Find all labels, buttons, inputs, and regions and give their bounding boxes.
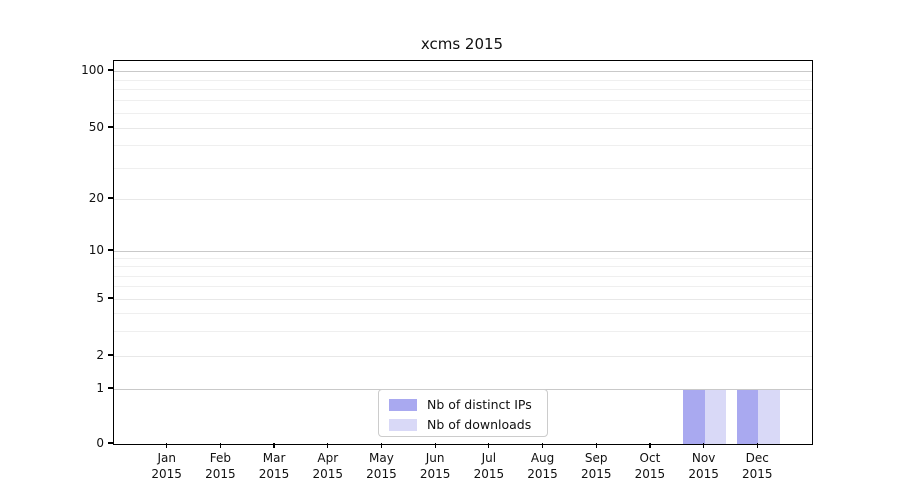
x-tick-year: 2015 xyxy=(419,467,451,481)
x-tick-label: Jan 2015 xyxy=(135,450,199,482)
y-tick xyxy=(108,126,113,128)
x-tick-label: Sep 2015 xyxy=(564,450,628,482)
y-tick xyxy=(108,249,113,251)
x-tick-year: 2015 xyxy=(742,467,773,481)
plot-area xyxy=(113,60,813,445)
x-tick-year: 2015 xyxy=(634,467,666,481)
x-tick-year: 2015 xyxy=(473,467,505,481)
x-tick-label: Nov 2015 xyxy=(672,450,736,482)
y-minor-gridline xyxy=(114,258,812,260)
x-tick-month: Feb xyxy=(209,451,231,465)
y-minor-gridline xyxy=(114,167,812,169)
x-tick-year: 2015 xyxy=(312,467,344,481)
chart-title: xcms 2015 xyxy=(420,35,504,53)
y-gridline xyxy=(114,128,812,129)
y-tick xyxy=(108,197,113,199)
legend-swatch-distinct-ips-icon xyxy=(389,398,417,411)
x-tick-label: Feb 2015 xyxy=(188,450,252,482)
y-tick-label: 100 xyxy=(81,63,104,77)
x-tick-label: Apr 2015 xyxy=(296,450,360,482)
y-tick-label: 1 xyxy=(96,381,104,395)
y-tick xyxy=(108,354,113,356)
y-tick-label: 2 xyxy=(96,348,104,362)
x-tick-month: Jun xyxy=(425,451,445,465)
x-tick-month: Sep xyxy=(584,451,608,465)
bar-dec-distinct-ips xyxy=(736,389,759,444)
x-tick xyxy=(380,443,383,448)
y-gridline xyxy=(114,251,812,252)
y-minor-gridline xyxy=(114,266,812,268)
bar-dec-downloads xyxy=(758,389,780,444)
x-tick-year: 2015 xyxy=(258,467,290,481)
y-tick-label: 0 xyxy=(96,436,104,450)
x-tick-label: Jun 2015 xyxy=(403,450,467,482)
y-tick-label: 10 xyxy=(88,243,104,257)
x-tick xyxy=(703,443,705,448)
x-tick-year: 2015 xyxy=(151,467,182,481)
x-tick-month: Jan xyxy=(157,451,176,465)
y-minor-gridline xyxy=(114,330,812,332)
x-tick xyxy=(488,443,490,448)
x-tick-year: 2015 xyxy=(688,467,719,481)
x-tick xyxy=(219,443,221,448)
y-gridline xyxy=(114,356,812,357)
x-tick-label: Oct 2015 xyxy=(618,450,682,482)
y-tick xyxy=(108,69,113,71)
x-tick-month: Oct xyxy=(639,451,661,465)
x-tick-month: Apr xyxy=(317,451,339,465)
x-tick-month: Jul xyxy=(481,451,497,465)
legend-label-downloads: Nb of downloads xyxy=(427,417,532,432)
y-minor-gridline xyxy=(114,100,812,102)
x-tick xyxy=(649,443,651,448)
x-tick xyxy=(327,443,329,448)
legend-label-distinct-ips: Nb of distinct IPs xyxy=(427,397,532,412)
y-tick-label: 50 xyxy=(88,120,104,134)
x-tick-label: Jul 2015 xyxy=(457,450,521,482)
y-tick xyxy=(108,297,113,299)
y-tick-label: 5 xyxy=(96,291,104,305)
x-tick xyxy=(166,443,168,448)
legend-swatch-downloads-icon xyxy=(389,418,417,431)
y-minor-gridline xyxy=(114,145,812,147)
x-tick xyxy=(273,443,275,448)
x-tick-month: May xyxy=(369,451,394,465)
y-tick xyxy=(108,387,113,389)
x-tick xyxy=(434,443,436,448)
y-tick xyxy=(108,442,113,444)
y-gridline xyxy=(114,199,812,200)
y-minor-gridline xyxy=(114,89,812,91)
y-minor-gridline xyxy=(114,312,812,314)
y-minor-gridline xyxy=(114,113,812,114)
y-minor-gridline xyxy=(114,275,812,277)
y-tick-label: 20 xyxy=(88,191,104,205)
y-minor-gridline xyxy=(114,286,812,288)
x-tick-label: Mar 2015 xyxy=(242,450,306,482)
x-tick xyxy=(756,443,758,448)
x-tick xyxy=(541,443,544,448)
legend-item-downloads: Nb of downloads xyxy=(389,417,537,432)
x-tick-month: Mar xyxy=(262,451,286,465)
y-gridline xyxy=(114,299,812,300)
x-tick-month: Nov xyxy=(691,451,716,465)
legend: Nb of distinct IPs Nb of downloads xyxy=(378,389,548,437)
x-tick-month: Dec xyxy=(745,451,769,465)
x-tick-year: 2015 xyxy=(205,467,236,481)
x-tick-month: Aug xyxy=(530,451,555,465)
bar-nov-distinct-ips xyxy=(683,389,705,444)
x-tick-label: Dec 2015 xyxy=(725,450,789,482)
x-tick-label: May 2015 xyxy=(349,450,413,482)
x-tick-year: 2015 xyxy=(580,467,612,481)
y-gridline xyxy=(114,71,812,72)
y-minor-gridline xyxy=(114,79,812,81)
x-tick-label: Aug 2015 xyxy=(511,450,575,482)
legend-item-distinct-ips: Nb of distinct IPs xyxy=(389,397,537,412)
x-tick-year: 2015 xyxy=(366,467,397,481)
x-tick-year: 2015 xyxy=(527,467,558,481)
bar-nov-downloads xyxy=(704,389,727,444)
x-tick xyxy=(595,443,597,448)
